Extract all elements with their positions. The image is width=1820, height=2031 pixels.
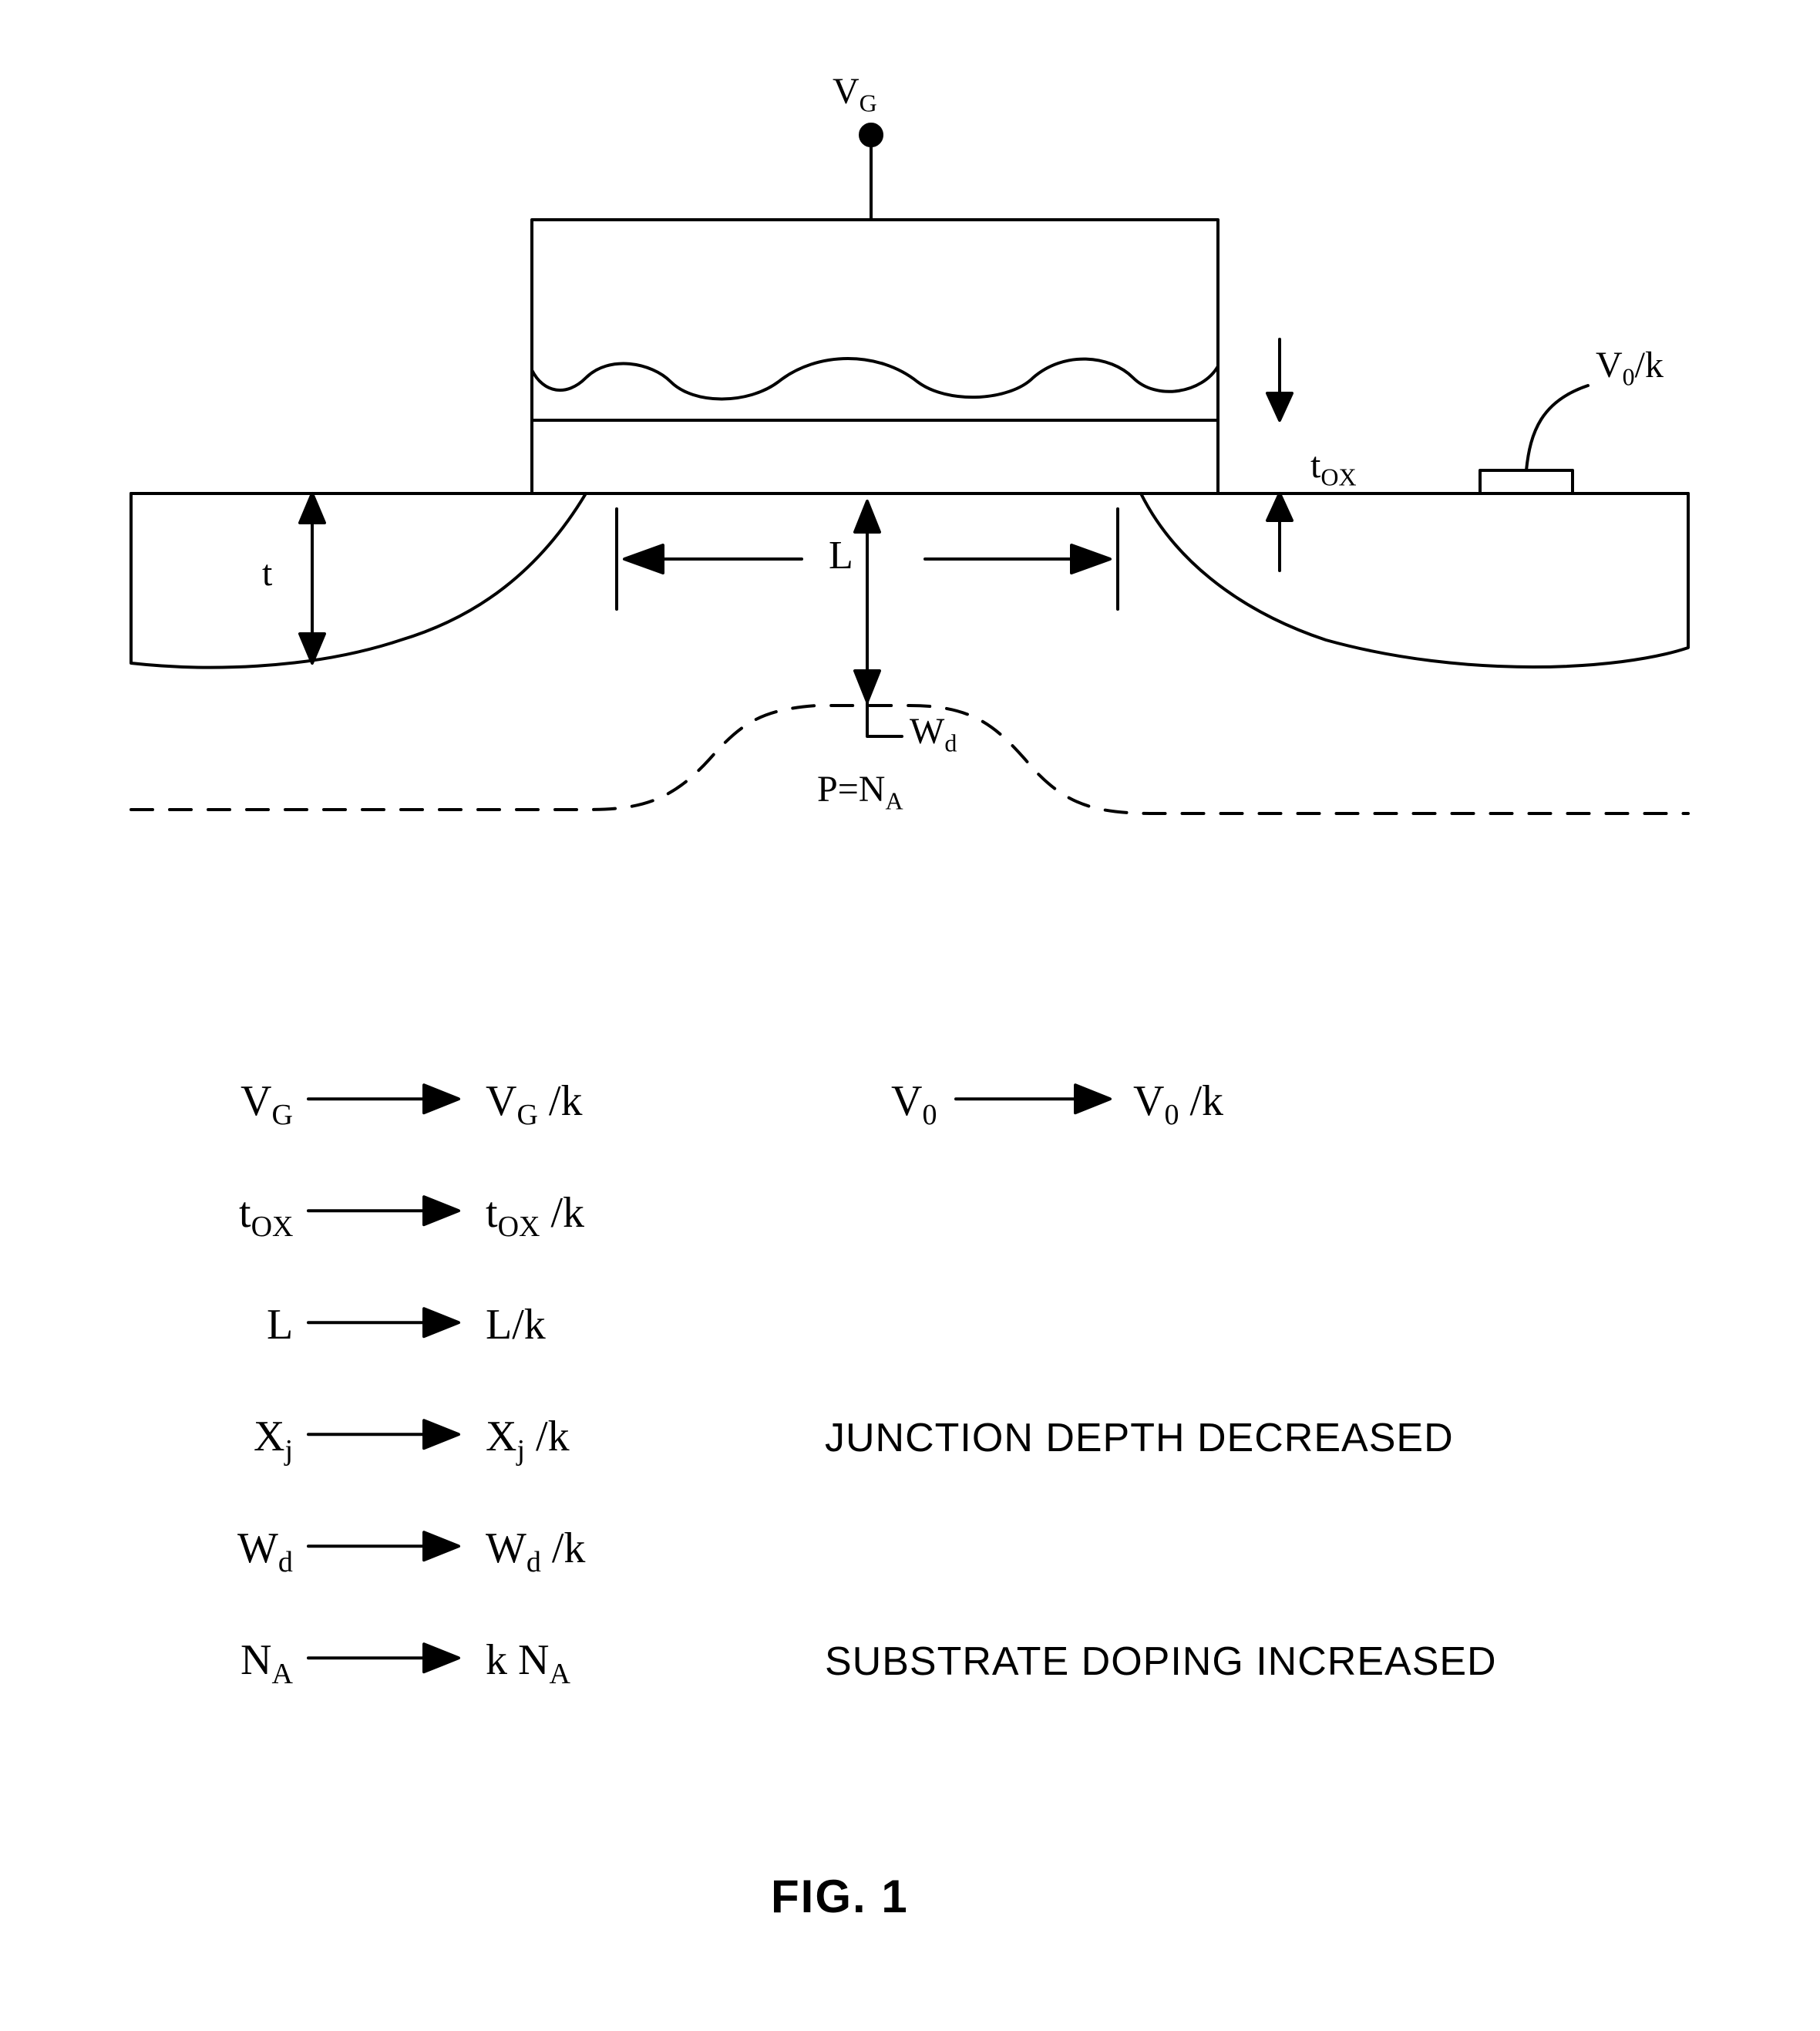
rel-note-5: SUBSTRATE DOPING INCREASED — [825, 1642, 1497, 1682]
wd-dimension — [855, 501, 902, 736]
tox-label: tOX — [1310, 447, 1357, 490]
vg-label: VG — [833, 73, 877, 116]
rel-lhs-0: VG — [241, 1079, 293, 1130]
drain-region — [1141, 493, 1688, 667]
rel-note-3: JUNCTION DEPTH DECREASED — [825, 1418, 1454, 1458]
rel-lhs-1: tOX — [239, 1191, 293, 1241]
rel-side-rhs: V0 /k — [1133, 1079, 1223, 1130]
rel-rhs-1: tOX /k — [486, 1191, 584, 1241]
rel-rhs-4: Wd /k — [486, 1527, 585, 1577]
rel-lhs-3: Xj — [254, 1415, 293, 1465]
rel-rhs-2: L/k — [486, 1303, 546, 1346]
rel-rhs-0: VG /k — [486, 1079, 582, 1130]
source-region — [131, 493, 586, 668]
rel-lhs-4: Wd — [237, 1527, 293, 1577]
pna-label: P=NA — [817, 771, 903, 813]
rel-lhs-5: NA — [241, 1639, 293, 1689]
v0k-leader — [1526, 386, 1588, 470]
figure-title: FIG. 1 — [771, 1874, 909, 1920]
t-label: t — [262, 555, 272, 592]
rel-lhs-2: L — [267, 1303, 293, 1346]
wd-label: Wd — [910, 713, 957, 756]
L-label: L — [829, 536, 853, 576]
vg-node — [860, 124, 882, 146]
t-dimension — [300, 493, 325, 663]
tox-dimension — [1267, 339, 1292, 571]
gate-oxide — [532, 420, 1218, 493]
rel-rhs-3: Xj /k — [486, 1415, 570, 1465]
rel-rhs-5: k NA — [486, 1639, 570, 1689]
rel-side-lhs: V0 — [891, 1079, 937, 1130]
drain-contact — [1480, 470, 1573, 493]
v0k-label: V0/k — [1596, 347, 1664, 389]
gate-electrode — [532, 220, 1218, 399]
